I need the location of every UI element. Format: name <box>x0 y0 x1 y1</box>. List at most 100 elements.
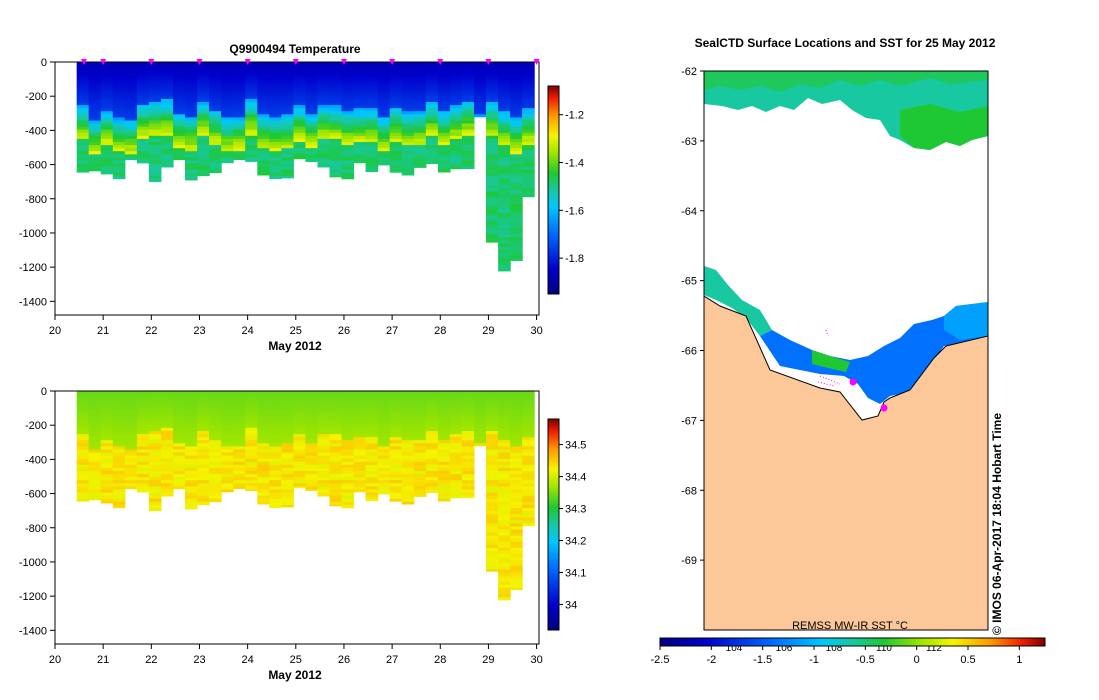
heatmap-cell <box>317 80 331 85</box>
heatmap-cell <box>510 178 523 183</box>
heatmap-cell <box>76 483 90 487</box>
heatmap-cell <box>88 412 102 417</box>
heatmap-cell <box>305 154 318 158</box>
heatmap-cell <box>173 437 186 441</box>
heatmap-cell <box>88 486 102 491</box>
heatmap-cell <box>353 129 367 134</box>
heatmap-cell <box>136 123 150 128</box>
heatmap-cell <box>329 138 343 143</box>
heatmap-cell <box>522 120 535 125</box>
heatmap-cell <box>173 486 186 490</box>
salinity-colorbar <box>547 418 560 631</box>
heatmap-cell <box>413 467 427 472</box>
heatmap-cell <box>124 157 138 161</box>
heatmap-cell <box>76 424 90 429</box>
heatmap-cell <box>161 391 174 395</box>
heatmap-cell <box>449 394 463 398</box>
heatmap-cell <box>221 458 234 463</box>
heatmap-cell <box>317 452 331 457</box>
heatmap-cell <box>401 458 415 463</box>
heatmap-cell <box>474 391 487 395</box>
heatmap-cell <box>401 418 415 423</box>
heatmap-cell <box>233 132 246 137</box>
heatmap-cell <box>365 77 379 82</box>
heatmap-cell <box>197 89 210 94</box>
heatmap-cell <box>510 520 523 524</box>
heatmap-cell <box>76 71 90 75</box>
heatmap-cell <box>305 117 318 122</box>
heatmap-cell <box>510 421 523 426</box>
lon-tick-label: 112 <box>926 643 942 654</box>
heatmap-cell <box>498 449 511 454</box>
heatmap-cell <box>269 89 282 94</box>
heatmap-cell <box>269 504 282 508</box>
heatmap-cell <box>269 483 282 487</box>
heatmap-cell <box>136 157 150 162</box>
heatmap-cell <box>377 148 391 152</box>
heatmap-cell <box>510 541 523 546</box>
heatmap-cell <box>365 111 379 115</box>
heatmap-cell <box>136 77 150 82</box>
heatmap-cell <box>185 111 198 115</box>
heatmap-cell <box>76 415 90 420</box>
heatmap-cell <box>148 501 162 506</box>
heatmap-cell <box>449 132 463 137</box>
heatmap-cell <box>269 95 282 100</box>
heatmap-cell <box>389 86 403 91</box>
heatmap-cell <box>305 446 318 451</box>
heatmap-cell <box>510 394 523 398</box>
heatmap-cell <box>437 151 451 155</box>
heatmap-cell <box>197 501 210 506</box>
heatmap-cell <box>353 394 367 398</box>
heatmap-cell <box>498 246 511 251</box>
heatmap-cell <box>498 203 511 208</box>
heatmap-cell <box>245 65 258 69</box>
heatmap-cell <box>209 418 222 423</box>
heatmap-cell <box>510 415 523 420</box>
heatmap-cell <box>425 400 439 404</box>
heatmap-cell <box>197 138 210 143</box>
heatmap-cell <box>173 74 186 78</box>
heatmap-cell <box>233 431 246 435</box>
heatmap-cell <box>173 440 186 444</box>
heatmap-cell <box>437 68 451 72</box>
heatmap-cell <box>498 111 511 115</box>
heatmap-cell <box>353 142 367 146</box>
colorbar-label: REMSS MW-IR SST °C <box>792 620 908 632</box>
heatmap-cell <box>365 71 379 75</box>
heatmap-cell <box>329 452 343 457</box>
heatmap-cell <box>173 452 186 457</box>
heatmap-cell <box>437 166 451 171</box>
heatmap-cell <box>522 477 535 481</box>
heatmap-cell <box>353 145 367 149</box>
heatmap-cell <box>269 437 282 441</box>
heatmap-cell <box>88 458 102 463</box>
heatmap-cell <box>510 449 523 454</box>
heatmap-cell <box>437 443 451 447</box>
heatmap-cell <box>522 151 535 155</box>
heatmap-cell <box>389 169 403 173</box>
heatmap-cell <box>245 83 258 88</box>
heatmap-cell <box>148 138 162 143</box>
heatmap-cell <box>197 415 210 420</box>
heatmap-cell <box>112 135 126 140</box>
heatmap-cell <box>522 105 535 109</box>
salinity-colorbar-ticks: 34.534.434.334.234.134 <box>559 440 586 611</box>
heatmap-cell <box>377 391 391 395</box>
heatmap-cell <box>112 89 126 94</box>
heatmap-cell <box>185 151 198 155</box>
heatmap-cell <box>498 178 511 183</box>
heatmap-cell <box>461 427 475 432</box>
heatmap-cell <box>281 108 294 112</box>
heatmap-cell <box>486 455 499 460</box>
heatmap-cell <box>377 68 391 72</box>
heatmap-cell <box>197 458 210 463</box>
heatmap-cell <box>293 440 306 444</box>
heatmap-cell <box>486 178 499 183</box>
heatmap-cell <box>389 458 403 463</box>
heatmap-cell <box>498 544 511 549</box>
temperature-y-axis: 0-200-400-600-800-1000-1200-1400 <box>19 57 55 308</box>
heatmap-cell <box>449 452 463 457</box>
heatmap-cell <box>148 86 162 91</box>
heatmap-cell <box>353 452 367 457</box>
